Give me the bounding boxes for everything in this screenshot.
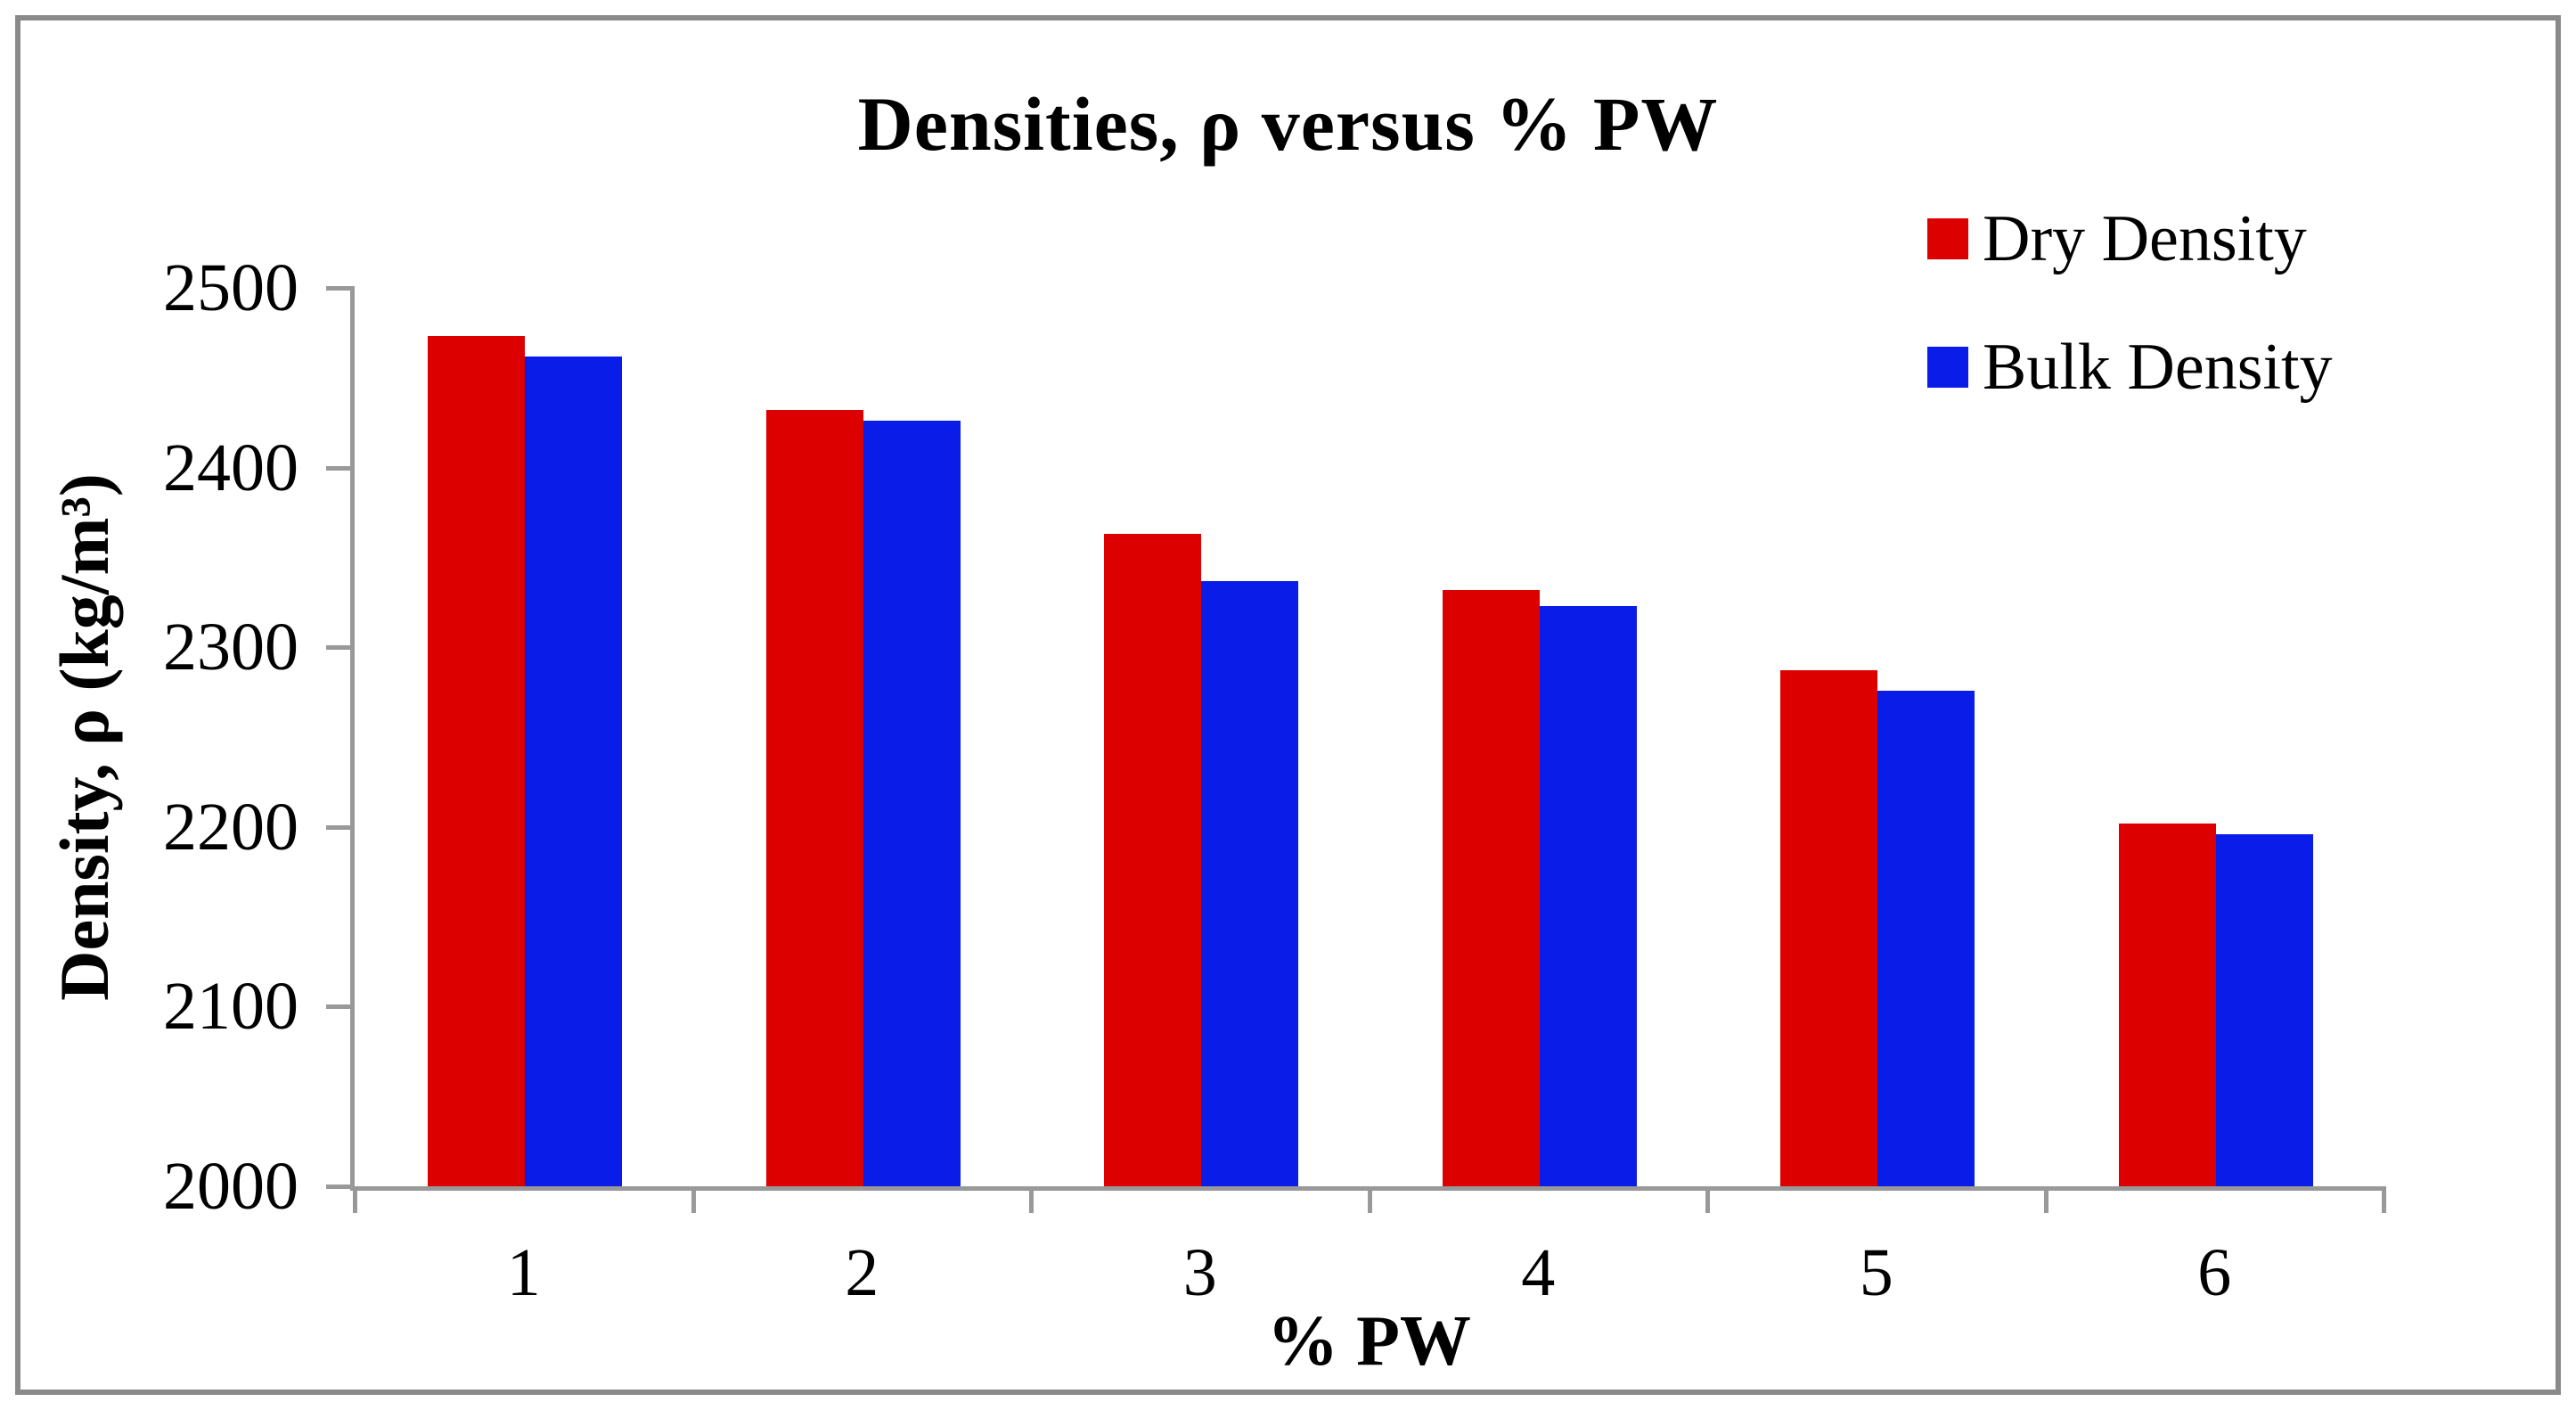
y-tick xyxy=(326,1185,355,1189)
y-tick-label: 2000 xyxy=(163,1149,298,1224)
y-tick xyxy=(326,1004,355,1010)
bar-bulk-density-5 xyxy=(1877,690,1975,1186)
bar-dry-density-3 xyxy=(1104,534,1201,1186)
legend-label: Dry Density xyxy=(1983,202,2307,275)
y-tick xyxy=(326,645,355,651)
y-tick-label: 2300 xyxy=(163,610,298,685)
bar-bulk-density-6 xyxy=(2215,833,2313,1186)
y-axis-title: Density, ρ (kg/m³) xyxy=(45,473,123,1001)
legend-item-dry-density: Dry Density xyxy=(1927,196,2333,282)
y-axis-line xyxy=(350,288,355,1191)
bar-dry-density-4 xyxy=(1442,589,1540,1186)
x-tick xyxy=(691,1186,696,1213)
y-tick-label: 2100 xyxy=(163,969,298,1045)
legend-swatch-icon xyxy=(1927,347,1968,388)
bar-bulk-density-1 xyxy=(525,356,622,1186)
x-tick xyxy=(2382,1186,2386,1213)
x-axis-title: % PW xyxy=(1267,1302,1471,1381)
bar-bulk-density-2 xyxy=(863,421,961,1186)
x-tick xyxy=(2043,1186,2049,1213)
legend-label: Bulk Density xyxy=(1983,331,2333,404)
x-tick-label: 4 xyxy=(1521,1235,1556,1310)
chart-title: Densities, ρ versus % PW xyxy=(857,81,1719,167)
x-tick-label: 2 xyxy=(845,1235,879,1310)
x-tick-label: 5 xyxy=(1859,1235,1893,1310)
x-tick-label: 3 xyxy=(1182,1235,1217,1310)
x-tick-label: 1 xyxy=(506,1235,541,1310)
x-tick xyxy=(353,1186,357,1213)
x-tick xyxy=(1705,1186,1710,1213)
y-tick-label: 2500 xyxy=(163,250,298,325)
x-tick-label: 6 xyxy=(2197,1235,2232,1310)
bar-bulk-density-3 xyxy=(1201,580,1298,1186)
x-tick xyxy=(1029,1186,1034,1213)
x-tick xyxy=(1367,1186,1372,1213)
legend-swatch-icon xyxy=(1927,218,1968,259)
y-tick-label: 2200 xyxy=(163,789,298,865)
y-tick xyxy=(326,465,355,471)
bar-dry-density-5 xyxy=(1780,670,1877,1186)
y-tick xyxy=(326,824,355,830)
x-axis-line xyxy=(350,1186,2384,1191)
legend: Dry Density Bulk Density xyxy=(1927,196,2333,453)
bar-bulk-density-4 xyxy=(1539,605,1637,1186)
y-tick xyxy=(326,286,355,291)
legend-item-bulk-density: Bulk Density xyxy=(1927,324,2333,410)
bar-dry-density-2 xyxy=(765,410,863,1186)
bar-dry-density-1 xyxy=(428,336,525,1186)
bar-dry-density-6 xyxy=(2118,823,2216,1186)
y-tick-label: 2400 xyxy=(163,430,298,505)
